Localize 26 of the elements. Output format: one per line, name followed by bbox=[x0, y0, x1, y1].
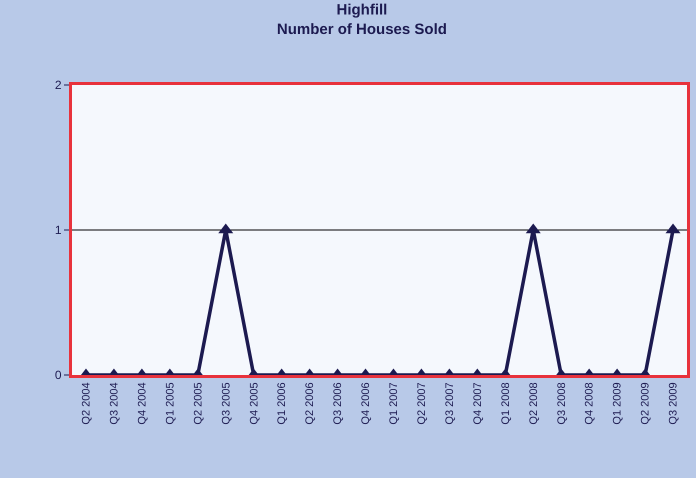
x-tick-label: Q1 2008 bbox=[500, 382, 512, 425]
x-tick-label: Q3 2009 bbox=[668, 382, 680, 425]
x-tick-label: Q2 2007 bbox=[416, 382, 428, 425]
x-tick-label: Q2 2004 bbox=[80, 382, 93, 425]
x-tick-label: Q1 2006 bbox=[276, 382, 288, 425]
x-tick-label: Q1 2007 bbox=[388, 382, 400, 425]
x-tick-label: Q1 2005 bbox=[164, 382, 176, 425]
y-tick-label: 1 bbox=[54, 223, 62, 238]
x-tick-label: Q3 2005 bbox=[220, 382, 232, 425]
x-tick-label: Q2 2006 bbox=[304, 382, 316, 425]
chart-title: Highfill Number of Houses Sold bbox=[276, 1, 447, 38]
x-tick-label: Q4 2004 bbox=[136, 382, 148, 425]
x-tick-label: Q3 2007 bbox=[444, 382, 456, 425]
x-tick-label: Q4 2008 bbox=[584, 382, 596, 425]
x-tick-label: Q3 2006 bbox=[332, 382, 344, 425]
y-tick-label: 0 bbox=[54, 368, 62, 382]
x-tick-label: Q4 2007 bbox=[472, 382, 484, 425]
x-tick-label: Q2 2005 bbox=[192, 382, 204, 425]
x-tick-label: Q2 2008 bbox=[528, 382, 540, 425]
x-tick-label: Q3 2008 bbox=[556, 382, 568, 425]
x-tick-label: Q3 2004 bbox=[108, 382, 121, 425]
x-tick-label: Q2 2009 bbox=[640, 382, 652, 425]
x-tick-label: Q1 2009 bbox=[612, 382, 624, 425]
x-tick-label: Q4 2005 bbox=[248, 382, 260, 425]
x-tick-label: Q4 2006 bbox=[360, 382, 372, 425]
y-tick-label: 2 bbox=[54, 78, 62, 92]
